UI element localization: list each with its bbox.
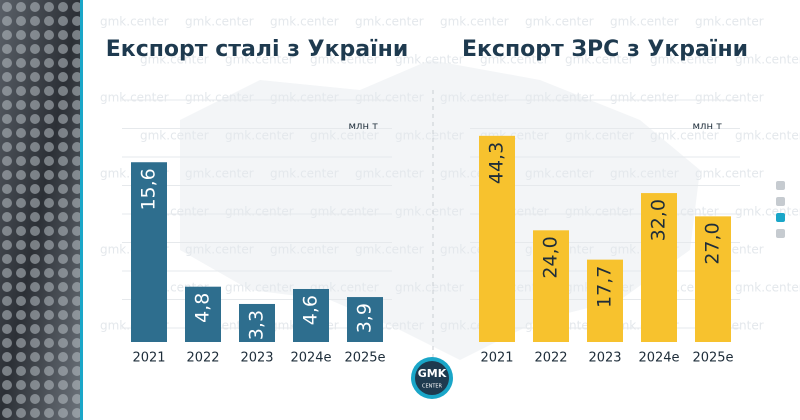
watermark: gmk.center (525, 167, 594, 181)
watermark: gmk.center (735, 53, 800, 67)
bar (695, 216, 731, 342)
watermark: gmk.center (395, 281, 464, 295)
watermark: gmk.center (695, 15, 764, 29)
watermark: gmk.center (310, 53, 379, 67)
watermark: gmk.center (395, 53, 464, 67)
pager-dot (776, 181, 785, 190)
accent-line (80, 0, 83, 420)
x-tick-label: 2021 (132, 351, 165, 366)
watermark: gmk.center (270, 243, 339, 257)
x-tick-label: 2025е (344, 351, 385, 366)
watermark: gmk.center (565, 205, 634, 219)
value-label: 3,3 (246, 310, 268, 340)
value-label: 3,9 (354, 303, 376, 333)
value-label: 17,7 (594, 266, 616, 308)
watermark: gmk.center (565, 53, 634, 67)
watermark: gmk.center (610, 91, 679, 105)
pager-dot (776, 197, 785, 206)
logo-disc (415, 361, 449, 395)
watermark: gmk.center (440, 91, 509, 105)
watermark: gmk.center (610, 15, 679, 29)
bar (347, 297, 383, 342)
watermark: gmk.center (440, 15, 509, 29)
watermark: gmk.center (185, 91, 254, 105)
watermark: gmk.center (695, 167, 764, 181)
x-tick-label: 2022 (534, 351, 567, 366)
watermark: gmk.center (355, 15, 424, 29)
watermark: gmk.center (185, 167, 254, 181)
watermark: gmk.center (270, 167, 339, 181)
watermark: gmk.center (355, 91, 424, 105)
value-label: 44,3 (486, 142, 508, 184)
bar (641, 193, 677, 342)
bar (587, 259, 623, 342)
watermark: gmk.center (270, 15, 339, 29)
watermark: gmk.center (225, 129, 294, 143)
bar (185, 286, 221, 342)
x-tick-label: 2023 (240, 351, 273, 366)
watermark: gmk.center (140, 129, 209, 143)
bar (239, 303, 275, 342)
watermark: gmk.center (610, 167, 679, 181)
bar (293, 288, 329, 342)
watermark: gmk.center (100, 15, 169, 29)
watermark: gmk.center (395, 129, 464, 143)
watermark: gmk.center (735, 129, 800, 143)
watermark: gmk.center (735, 281, 800, 295)
bar (479, 135, 515, 342)
bar (131, 162, 167, 342)
watermark: gmk.center (525, 15, 594, 29)
watermark: gmk.center (650, 53, 719, 67)
map-silhouette (180, 60, 700, 360)
watermark: gmk.center (395, 205, 464, 219)
value-label: 15,6 (138, 168, 160, 210)
watermark: gmk.center (185, 243, 254, 257)
watermark: gmk.center (270, 91, 339, 105)
chart-title: Експорт сталі з України (106, 37, 409, 62)
pager (776, 181, 785, 238)
watermark: gmk.center (225, 281, 294, 295)
watermark: gmk.center (310, 205, 379, 219)
watermark: gmk.center (355, 167, 424, 181)
value-label: 4,8 (192, 293, 214, 323)
pager-dot (776, 229, 785, 238)
chart-title: Експорт ЗРС з України (462, 37, 748, 62)
value-label: 32,0 (648, 199, 670, 241)
logo-subtext: CENTER (422, 384, 443, 390)
value-label: 27,0 (702, 222, 724, 264)
pager-dot (776, 213, 785, 222)
watermark: gmk.center (565, 129, 634, 143)
photo-texture (0, 0, 80, 420)
x-tick-label: 2023 (588, 351, 621, 366)
logo: GMK CENTER (411, 357, 453, 399)
watermark: gmk.center (225, 205, 294, 219)
x-tick-label: 2021 (480, 351, 513, 366)
value-label: 4,6 (300, 295, 322, 325)
x-tick-label: 2022 (186, 351, 219, 366)
watermark: gmk.center (650, 129, 719, 143)
unit-label: млн т (349, 121, 379, 132)
x-tick-label: 2024е (290, 351, 331, 366)
watermark: gmk.center (735, 205, 800, 219)
watermark: gmk.center (140, 53, 209, 67)
logo-text: GMK (418, 367, 447, 380)
watermark: gmk.center (185, 15, 254, 29)
bar (533, 230, 569, 342)
watermark: gmk.center (310, 129, 379, 143)
watermark: gmk.center (225, 53, 294, 67)
value-label: 24,0 (540, 236, 562, 278)
x-tick-label: 2024е (638, 351, 679, 366)
unit-label: млн т (693, 121, 723, 132)
x-tick-label: 2025е (692, 351, 733, 366)
watermark: gmk.center (525, 91, 594, 105)
watermark: gmk.center (480, 53, 549, 67)
watermark: gmk.center (695, 91, 764, 105)
watermark: gmk.center (355, 243, 424, 257)
watermark: gmk.center (100, 91, 169, 105)
